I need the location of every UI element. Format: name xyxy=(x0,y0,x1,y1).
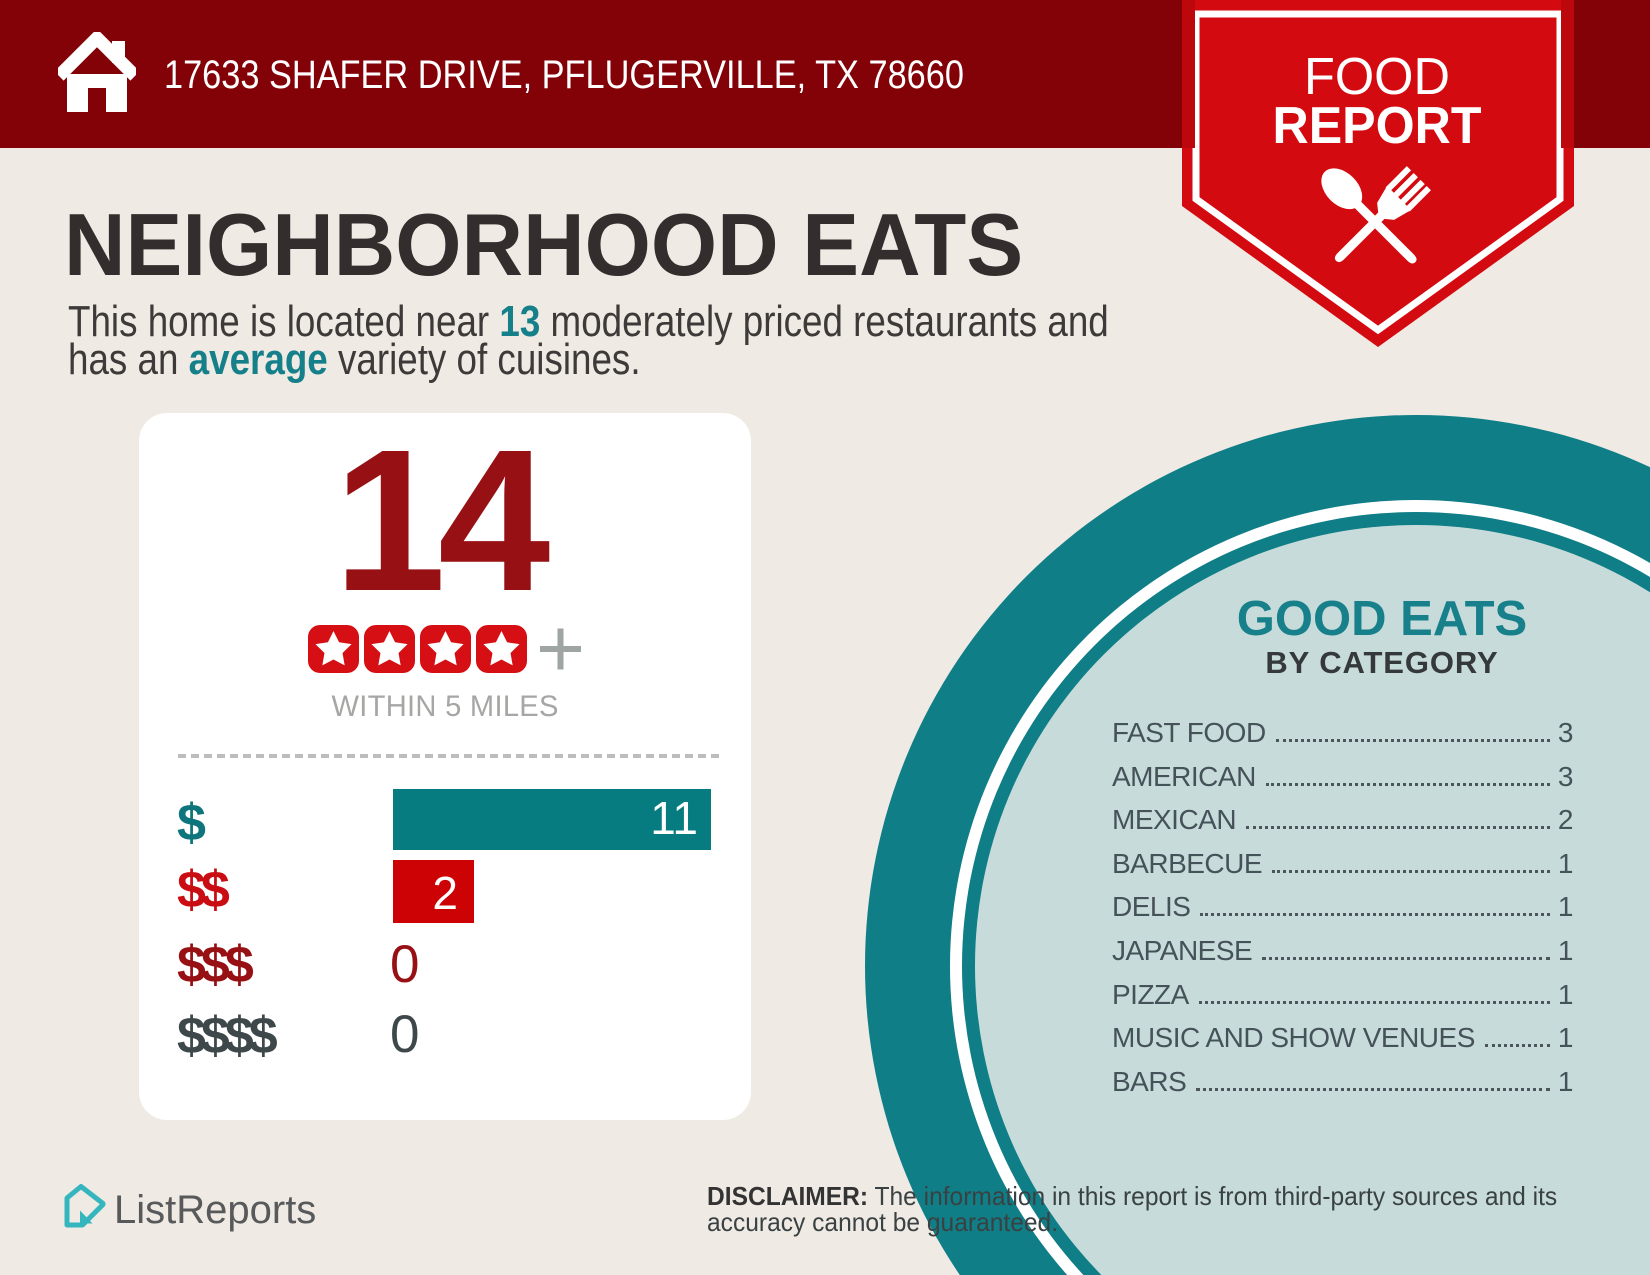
svg-text:FOOD: FOOD xyxy=(1304,48,1450,106)
svg-text:REPORT: REPORT xyxy=(1273,97,1482,155)
